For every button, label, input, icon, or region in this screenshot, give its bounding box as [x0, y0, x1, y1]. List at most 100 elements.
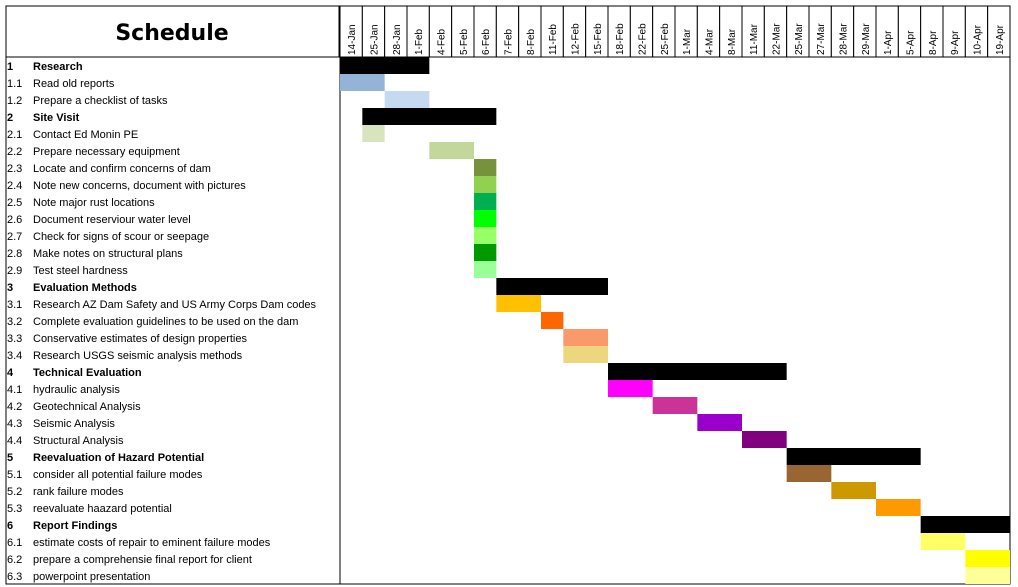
date-label: 1-Apr: [883, 30, 894, 55]
task-label: Research USGS seismic analysis methods: [33, 350, 243, 362]
task-label: estimate costs of repair to eminent fail…: [33, 537, 271, 549]
date-label: 1-Feb: [414, 28, 425, 55]
task-label: Contact Ed Monin PE: [33, 129, 138, 141]
phase-label: Technical Evaluation: [33, 367, 142, 379]
chart-title: Schedule: [115, 21, 228, 46]
task-bar: [474, 210, 497, 227]
phase-label: Research: [33, 61, 83, 73]
task-bar: [474, 159, 497, 176]
task-bar: [965, 567, 1010, 584]
phase-label: Report Findings: [33, 520, 117, 532]
date-label: 7-Feb: [504, 28, 515, 55]
task-bar: [652, 397, 698, 414]
task-id: 1: [7, 61, 13, 73]
date-label: 27-Mar: [816, 23, 827, 55]
task-label: rank failure modes: [33, 486, 124, 498]
title-cell: [5, 5, 340, 58]
task-id: 3.3: [7, 333, 22, 345]
date-label: 5-Apr: [906, 30, 917, 55]
date-label: 5-Feb: [459, 28, 470, 55]
task-id: 2.8: [7, 248, 22, 260]
task-id: 5: [7, 452, 13, 464]
task-label: hydraulic analysis: [33, 384, 120, 396]
task-id: 2.2: [7, 146, 22, 158]
task-id: 5.2: [7, 486, 22, 498]
date-label: 15-Feb: [593, 23, 604, 55]
task-bar: [563, 346, 608, 363]
task-id: 4.1: [7, 384, 22, 396]
task-bar: [340, 74, 385, 91]
task-id: 5.1: [7, 469, 22, 481]
task-id: 3: [7, 282, 13, 294]
phase-bar: [608, 363, 787, 380]
task-id: 2.9: [7, 265, 22, 277]
task-id: 3.1: [7, 299, 22, 311]
task-label: Prepare a checklist of tasks: [33, 95, 168, 107]
task-bar: [920, 533, 966, 550]
task-label: reevaluate haazard potential: [33, 503, 172, 515]
date-label: 25-Jan: [370, 24, 381, 55]
date-label: 14-Jan: [347, 24, 358, 55]
date-label: 6-Feb: [481, 28, 492, 55]
phase-bar: [786, 448, 921, 465]
table-frame: [5, 56, 1011, 585]
date-label: 1-Mar: [682, 28, 693, 55]
task-bar: [384, 91, 430, 108]
phase-label: Site Visit: [33, 112, 80, 124]
task-label: Test steel hardness: [33, 265, 128, 277]
task-bar: [831, 482, 876, 499]
task-id: 1.1: [7, 78, 22, 90]
date-label: 9-Apr: [950, 30, 961, 55]
date-label: 8-Feb: [526, 28, 537, 55]
date-label: 18-Feb: [615, 23, 626, 55]
task-bar: [786, 465, 832, 482]
task-label: Check for signs of scour or seepage: [33, 231, 209, 243]
task-label: Conservative estimates of design propert…: [33, 333, 247, 345]
task-label: Document reserviour water level: [33, 214, 191, 226]
task-label: Structural Analysis: [33, 435, 124, 447]
phase-bar: [362, 108, 497, 125]
task-label: Complete evaluation guidelines to be use…: [33, 316, 298, 328]
date-label: 8-Apr: [928, 30, 939, 55]
date-label: 8-Mar: [727, 28, 738, 55]
task-label: prepare a comprehensie final report for …: [33, 554, 252, 566]
date-label: 19-Apr: [995, 24, 1006, 55]
task-id: 6: [7, 520, 13, 532]
task-bar: [697, 414, 742, 431]
phase-label: Evaluation Methods: [33, 282, 137, 294]
phase-label: Reevaluation of Hazard Potential: [33, 452, 204, 464]
date-label: 11-Mar: [749, 23, 760, 55]
task-label: Make notes on structural plans: [33, 248, 183, 260]
phase-bar: [496, 278, 608, 295]
task-bar: [474, 193, 497, 210]
task-bar: [429, 142, 474, 159]
task-bar: [474, 244, 497, 261]
task-label: Research AZ Dam Safety and US Army Corps…: [33, 299, 317, 311]
task-bar: [965, 550, 1010, 567]
task-id: 6.3: [7, 571, 22, 583]
task-bar: [563, 329, 608, 346]
task-id: 2: [7, 112, 13, 124]
task-id: 6.1: [7, 537, 22, 549]
task-bar: [474, 261, 497, 278]
task-rows: 1 Research 1.1 Read old reports 1.2 Prepare a…: [7, 61, 317, 583]
task-bar: [362, 125, 385, 142]
task-id: 4.2: [7, 401, 22, 413]
date-label: 25-Feb: [660, 23, 671, 55]
task-bar: [496, 295, 541, 312]
task-id: 4.3: [7, 418, 22, 430]
task-label: Seismic Analysis: [33, 418, 115, 430]
phase-bar: [340, 57, 430, 74]
date-label: 22-Mar: [772, 23, 783, 55]
task-bar: [474, 227, 497, 244]
date-label: 10-Apr: [973, 24, 984, 55]
date-label: 22-Feb: [638, 23, 649, 55]
chart-grid: [5, 56, 1011, 585]
task-label: Geotechnical Analysis: [33, 401, 141, 413]
task-id: 2.6: [7, 214, 22, 226]
task-label: Locate and confirm concerns of dam: [33, 163, 211, 175]
task-label: Note major rust locations: [33, 197, 155, 209]
task-bar: [541, 312, 564, 329]
date-header: 14-Jan 25-Jan 28-Jan 1-Feb 4-Feb 5-Feb 6-Feb 7-…: [339, 5, 1011, 58]
task-id: 3.4: [7, 350, 22, 362]
